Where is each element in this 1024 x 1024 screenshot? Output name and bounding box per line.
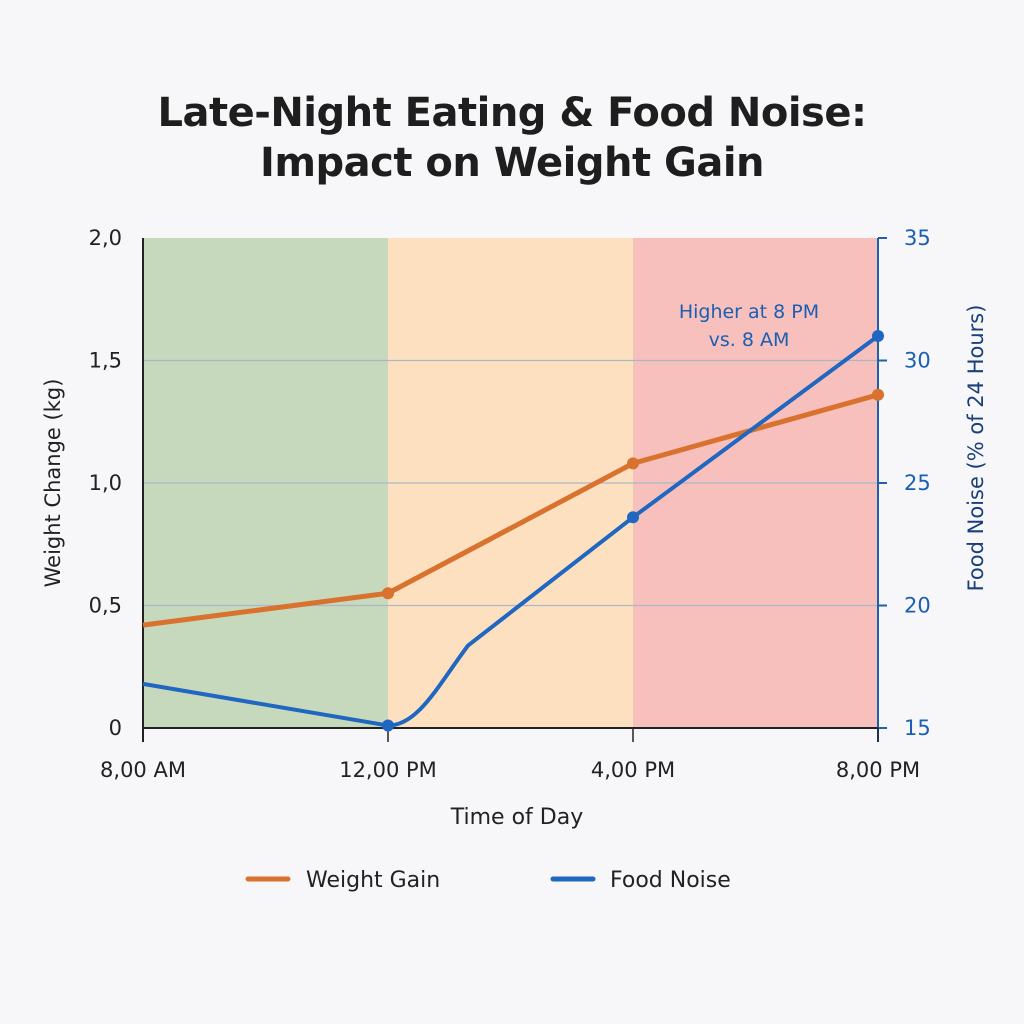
- legend-label-weight-gain: Weight Gain: [306, 868, 440, 893]
- legend-label-food-noise: Food Noise: [610, 868, 731, 893]
- y2-tick-label: 35: [904, 226, 931, 250]
- y-tick-label: 0: [109, 716, 122, 740]
- title-line-1: Late-Night Eating & Food Noise:: [157, 90, 868, 136]
- food-noise-point: [382, 719, 394, 732]
- weight-gain-point: [627, 457, 639, 470]
- x-tick-label: 8,00 PM: [836, 758, 920, 782]
- x-tick-label: 8,00 AM: [100, 758, 186, 782]
- annotation-line-1: Higher at 8 PM: [679, 301, 819, 323]
- y2-axis-label: Food Noise (% of 24 Hours): [964, 305, 988, 592]
- food-noise-point: [872, 330, 884, 342]
- food-noise-point: [627, 511, 639, 524]
- y2-tick-label: 30: [904, 349, 931, 373]
- y2-tick-label: 25: [904, 471, 931, 495]
- y-tick-label: 0,5: [89, 594, 122, 618]
- x-axis-label: Time of Day: [450, 805, 583, 830]
- y-tick-label: 1,5: [89, 349, 122, 373]
- chart-title: Late-Night Eating & Food Noise: Impact o…: [0, 88, 1024, 188]
- y2-tick-label: 20: [904, 594, 931, 618]
- weight-gain-point: [382, 587, 394, 600]
- y-axis-label: Weight Change (kg): [41, 379, 65, 588]
- legend: Weight Gain Food Noise: [245, 868, 731, 893]
- food-noise-line: [142, 334, 880, 728]
- x-tick-label: 4,00 PM: [591, 758, 675, 782]
- x-tick-label: 12,00 PM: [339, 758, 437, 782]
- y-tick-label: 2,0: [89, 226, 122, 250]
- annotation-line-2: vs. 8 AM: [709, 329, 790, 351]
- y2-tick-label: 15: [904, 716, 931, 740]
- title-line-2: Impact on Weight Gain: [259, 140, 765, 186]
- weight-gain-point: [872, 388, 884, 401]
- y-tick-label: 1,0: [89, 471, 122, 495]
